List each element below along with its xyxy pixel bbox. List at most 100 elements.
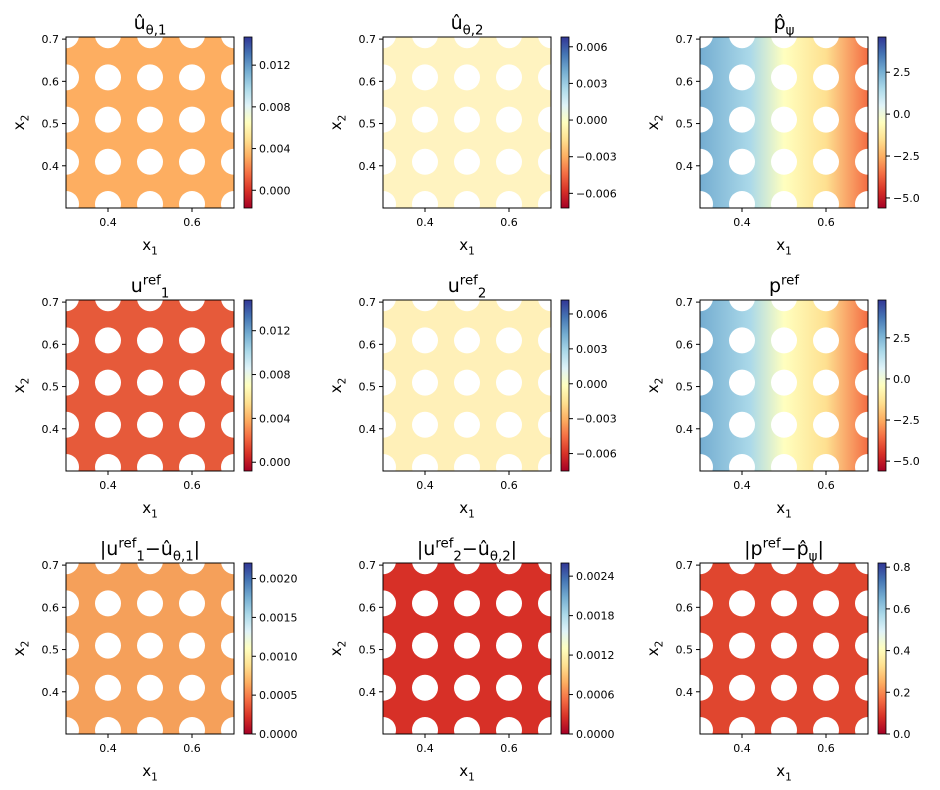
obstacle <box>179 64 205 91</box>
label-part: 1 <box>785 509 792 521</box>
obstacle <box>771 411 797 438</box>
x-axis-label: x1 <box>776 499 792 521</box>
colorbar <box>877 562 887 735</box>
obstacle <box>771 369 797 396</box>
obstacle <box>496 717 522 734</box>
obstacle <box>538 64 551 91</box>
obstacle <box>771 632 797 659</box>
obstacle <box>454 37 480 49</box>
colorbar-tick-label: 0.0015 <box>259 611 298 624</box>
colorbar-tick-label: 2.5 <box>893 332 911 345</box>
label-part: ref <box>435 536 453 551</box>
label-part: ψ <box>809 550 818 565</box>
label-part: θ,1 <box>173 550 194 565</box>
y-tick-label: 0.4 <box>359 160 377 173</box>
obstacle <box>137 717 163 734</box>
label-part: 2 <box>478 287 486 302</box>
obstacle <box>771 64 797 91</box>
x-axis-label: x1 <box>142 762 158 784</box>
subplot: 0.4 0.60.40.50.60.7uref2x1x2−0.006−0.0030… <box>327 273 617 520</box>
colorbar-tick-label: 0.008 <box>259 101 291 114</box>
label-part: p <box>769 275 781 297</box>
obstacle <box>496 106 522 133</box>
x-axis-label: x1 <box>459 236 475 258</box>
label-part: 1 <box>151 246 158 258</box>
obstacle <box>855 64 868 91</box>
x-tick-label: 0.6 <box>817 479 835 492</box>
x-tick-label: 0.4 <box>733 742 751 755</box>
colorbar-tick-label: 0.0 <box>893 108 911 121</box>
label-part: 1 <box>785 246 792 258</box>
obstacle <box>412 191 438 208</box>
y-tick-label: 0.7 <box>676 559 694 572</box>
colorbar <box>560 36 570 209</box>
label-part: |u <box>417 538 435 560</box>
colorbar-tick-label: 0.0024 <box>576 570 615 583</box>
label-part: 2 <box>337 115 349 122</box>
obstacle <box>813 563 839 575</box>
obstacle <box>813 717 839 734</box>
label-part: x <box>327 647 345 656</box>
y-tick-label: 0.4 <box>359 423 377 436</box>
field <box>700 300 868 471</box>
x-tick-label: 0.6 <box>183 479 201 492</box>
label-part: u <box>131 275 143 297</box>
plot-frame <box>65 562 235 735</box>
label-part: 1 <box>151 772 158 784</box>
obstacle <box>221 717 234 734</box>
label-part: 1 <box>151 509 158 521</box>
obstacle <box>221 411 234 438</box>
label-part: 1 <box>468 246 475 258</box>
obstacle <box>496 369 522 396</box>
obstacle <box>412 632 438 659</box>
obstacle <box>179 590 205 617</box>
obstacle <box>729 148 755 175</box>
obstacle <box>95 411 121 438</box>
obstacle <box>221 64 234 91</box>
plot-frame <box>699 299 869 472</box>
obstacle <box>771 717 797 734</box>
obstacle <box>771 674 797 701</box>
obstacle <box>179 632 205 659</box>
obstacle <box>729 64 755 91</box>
y-tick-label: 0.7 <box>676 33 694 46</box>
obstacle <box>855 590 868 617</box>
x-tick-label: 0.6 <box>817 742 835 755</box>
obstacle <box>700 369 713 396</box>
chart-title: ûθ,2 <box>451 12 484 39</box>
obstacle <box>700 674 713 701</box>
label-part: u <box>448 275 460 297</box>
obstacle <box>454 674 480 701</box>
label-part: 1 <box>468 772 475 784</box>
label-part: 1 <box>161 287 169 302</box>
y-axis-label: x2 <box>10 378 32 394</box>
y-axis-label: x2 <box>644 378 666 394</box>
obstacle <box>179 717 205 734</box>
colorbar <box>560 562 570 735</box>
colorbar-tick-label: 0.2 <box>893 686 911 699</box>
obstacle <box>66 300 79 312</box>
obstacle <box>538 454 551 471</box>
y-tick-label: 0.6 <box>359 338 377 351</box>
colorbar-tick-label: 0.0000 <box>259 728 298 741</box>
obstacle <box>383 327 396 354</box>
obstacle <box>700 148 713 175</box>
colorbar <box>560 299 570 472</box>
y-axis-label: x2 <box>10 641 32 657</box>
y-tick-label: 0.6 <box>676 75 694 88</box>
obstacle <box>813 327 839 354</box>
label-part: |p <box>744 538 762 560</box>
obstacle <box>700 300 713 312</box>
obstacle <box>412 327 438 354</box>
field <box>66 37 234 208</box>
plot-frame <box>382 562 552 735</box>
colorbar-tick-label: 0.003 <box>576 77 608 90</box>
obstacle <box>66 563 79 575</box>
obstacle <box>383 411 396 438</box>
field <box>66 300 234 471</box>
y-tick-label: 0.5 <box>676 118 694 131</box>
obstacle <box>137 37 163 49</box>
colorbar-tick-label: 0.004 <box>259 143 291 156</box>
obstacle <box>412 563 438 575</box>
obstacle <box>66 37 79 49</box>
